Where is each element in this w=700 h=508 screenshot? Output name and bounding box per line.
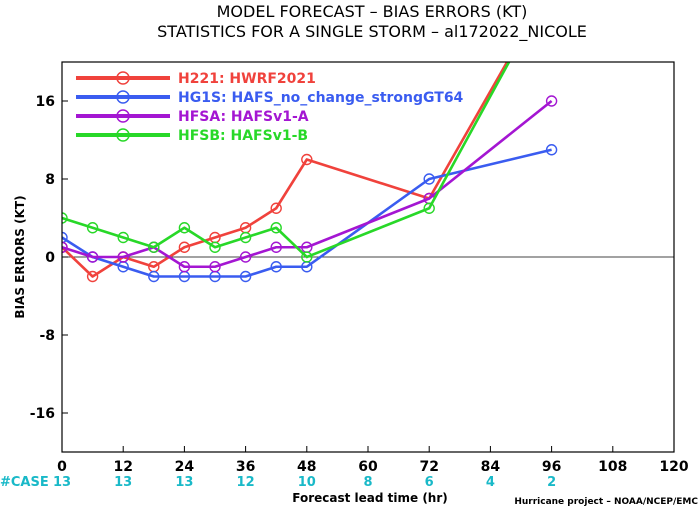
data-point bbox=[423, 173, 435, 185]
legend-label: HG1S: HAFS_no_change_strongGT64 bbox=[178, 90, 464, 106]
legend-swatch-marker bbox=[116, 128, 130, 142]
series-line bbox=[62, 99, 553, 269]
data-point bbox=[148, 270, 160, 283]
x-tick-label: 24 bbox=[175, 459, 195, 475]
x-axis-label: Forecast lead time (hr) bbox=[292, 491, 448, 505]
case-count: 10 bbox=[298, 475, 316, 490]
case-count: 6 bbox=[425, 475, 434, 490]
case-count: 8 bbox=[363, 475, 372, 490]
x-tick-label: 60 bbox=[358, 459, 378, 475]
x-tick-label: 96 bbox=[542, 459, 561, 475]
data-point bbox=[545, 95, 558, 107]
y-tick-label: -8 bbox=[39, 328, 55, 344]
x-tick-label: 120 bbox=[659, 459, 688, 475]
case-count: 13 bbox=[175, 475, 193, 490]
chart-title-line2: STATISTICS FOR A SINGLE STORM – al172022… bbox=[157, 22, 587, 42]
legend-swatch-marker bbox=[116, 71, 130, 85]
data-point bbox=[270, 241, 282, 253]
x-tick-label: 48 bbox=[297, 459, 316, 475]
legend-swatch-marker bbox=[116, 109, 130, 123]
legend-item: HFSB: HAFSv1-B bbox=[76, 128, 308, 144]
x-tick-label: 12 bbox=[113, 459, 132, 475]
data-point bbox=[117, 251, 129, 263]
data-point bbox=[86, 222, 99, 234]
series-3 bbox=[62, 62, 511, 263]
data-point bbox=[178, 261, 191, 273]
case-count: 13 bbox=[114, 475, 132, 490]
legend-item: H221: HWRF2021 bbox=[76, 71, 316, 87]
legend-item: HG1S: HAFS_no_change_strongGT64 bbox=[76, 90, 464, 106]
data-point bbox=[239, 270, 252, 283]
case-label: #CASE bbox=[0, 475, 49, 490]
y-tick-label: 16 bbox=[36, 94, 55, 110]
y-tick-label: -16 bbox=[30, 406, 55, 422]
data-point bbox=[62, 212, 68, 224]
data-point bbox=[301, 251, 313, 263]
data-point bbox=[209, 241, 221, 253]
legend-label: HFSB: HAFSv1-B bbox=[178, 128, 308, 144]
chart-title-line1: MODEL FORECAST – BIAS ERRORS (KT) bbox=[217, 2, 528, 21]
legend-label: H221: HWRF2021 bbox=[178, 71, 316, 87]
data-point bbox=[86, 251, 99, 263]
data-point bbox=[545, 144, 558, 156]
series-line bbox=[62, 148, 552, 278]
series-line bbox=[62, 62, 511, 259]
data-point bbox=[423, 202, 435, 214]
data-point bbox=[239, 251, 252, 263]
data-point bbox=[178, 241, 191, 253]
credit-text: Hurricane project – NOAA/NCEP/EMC bbox=[514, 497, 698, 507]
legend-item: HFSA: HAFSv1-A bbox=[76, 109, 309, 125]
data-point bbox=[148, 241, 160, 253]
data-point bbox=[62, 231, 68, 244]
x-tick-label: 72 bbox=[419, 459, 438, 475]
data-point bbox=[270, 202, 282, 214]
case-count: 13 bbox=[53, 475, 71, 490]
y-tick-label: 8 bbox=[45, 172, 55, 188]
x-tick-label: 84 bbox=[481, 459, 501, 475]
case-count: 2 bbox=[547, 475, 556, 490]
x-tick-label: 0 bbox=[57, 459, 67, 475]
data-point bbox=[117, 231, 129, 244]
legend-swatch-marker bbox=[116, 90, 130, 104]
data-point bbox=[239, 231, 252, 244]
data-point bbox=[178, 222, 191, 234]
y-tick-label: 0 bbox=[45, 250, 55, 266]
data-point bbox=[209, 261, 221, 273]
x-tick-label: 36 bbox=[236, 459, 255, 475]
x-tick-label: 108 bbox=[598, 459, 627, 475]
y-axis-label: BIAS ERRORS (KT) bbox=[13, 195, 27, 318]
data-point bbox=[270, 222, 282, 234]
data-point bbox=[270, 261, 282, 273]
legend-label: HFSA: HAFSv1-A bbox=[178, 109, 309, 125]
data-point bbox=[86, 270, 99, 283]
data-point bbox=[301, 153, 313, 166]
case-count: 12 bbox=[237, 475, 255, 490]
data-point bbox=[62, 241, 68, 253]
case-count: 4 bbox=[486, 475, 495, 490]
